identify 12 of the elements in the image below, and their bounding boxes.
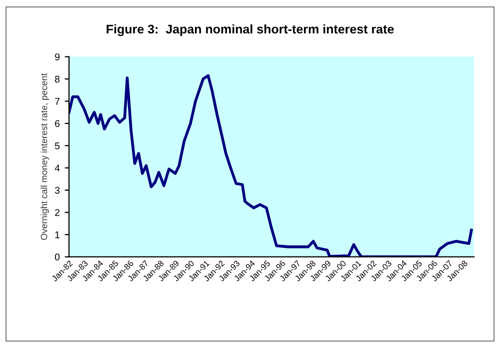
y-tick-label: 7: [55, 98, 60, 105]
y-tick-label: 8: [54, 76, 60, 83]
y-tick-label: 9: [55, 53, 60, 60]
y-tick-label: 2: [55, 209, 60, 216]
y-tick-label: 3: [54, 186, 60, 194]
y-tick-label: 0: [54, 254, 60, 260]
y-tick-label: 6: [55, 120, 60, 128]
y-axis-title: Overnight call money interest rate, pecent: [40, 73, 50, 240]
chart-title: Figure 3: Japan nominal short-term interest rate: [106, 24, 394, 36]
y-tick-label: 1: [55, 231, 60, 238]
y-tick-label: 4: [54, 164, 60, 172]
y-tick-label: 5: [54, 142, 60, 150]
